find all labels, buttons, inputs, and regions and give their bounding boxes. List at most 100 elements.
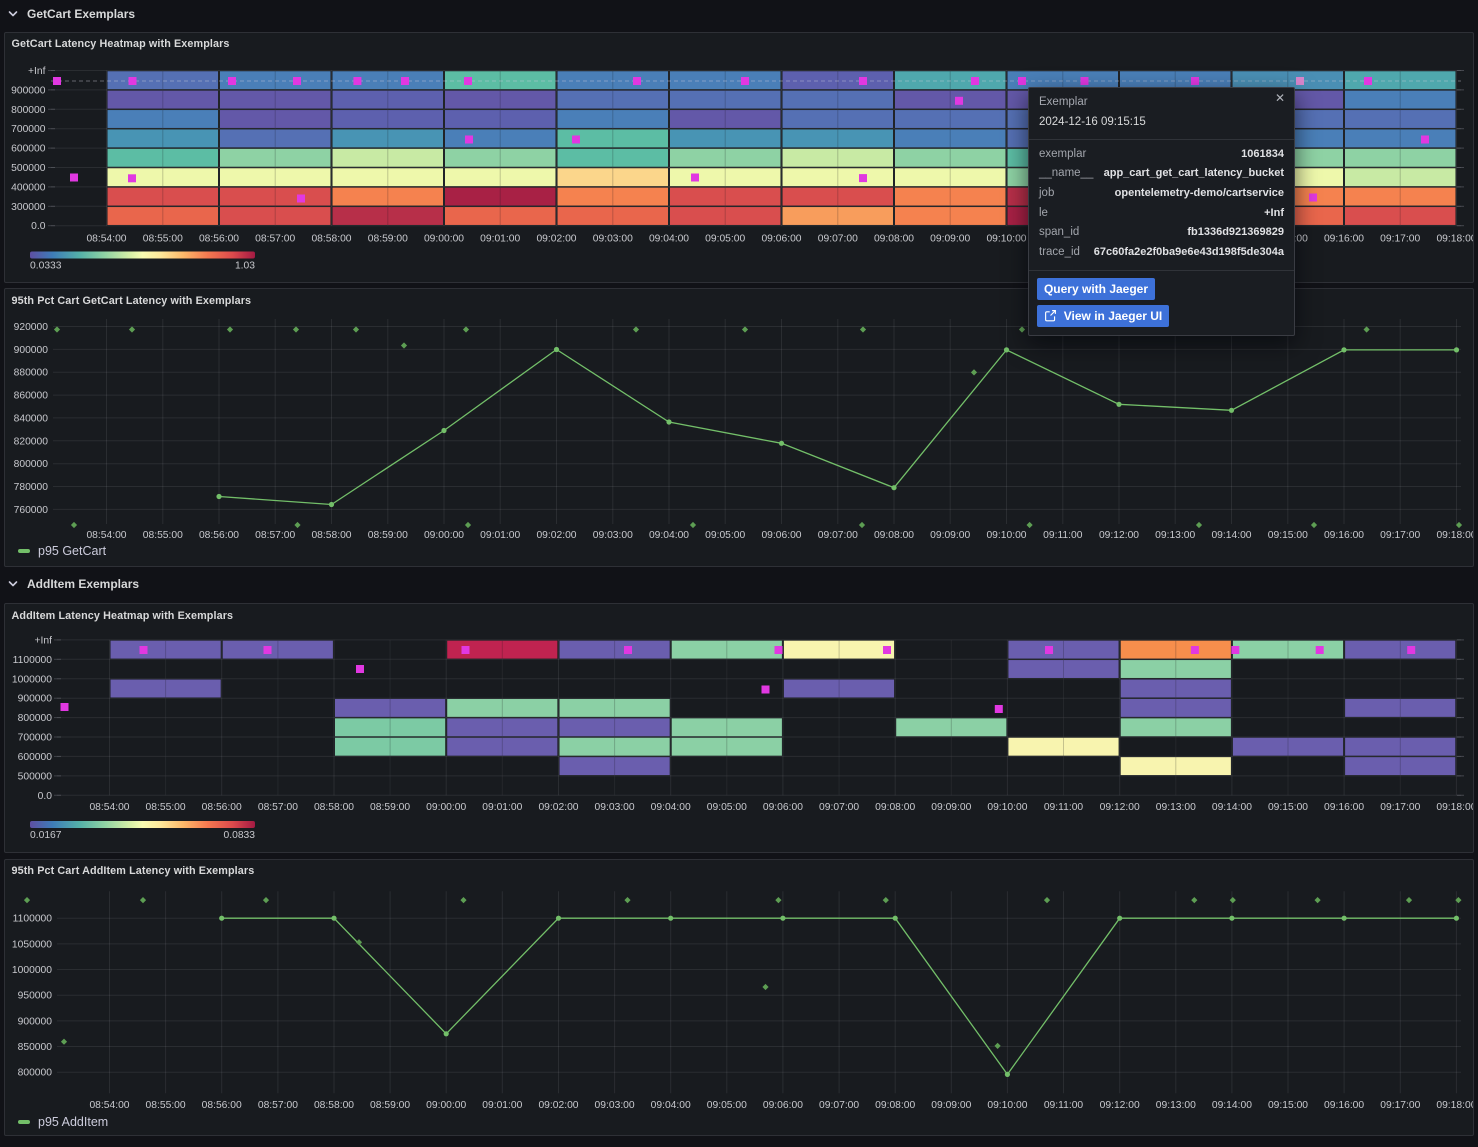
svg-text:09:17:00: 09:17:00 [1380,530,1420,541]
svg-text:1100000: 1100000 [13,655,53,666]
svg-text:09:16:00: 09:16:00 [1324,233,1364,244]
svg-text:09:16:00: 09:16:00 [1324,1100,1364,1111]
svg-text:09:05:00: 09:05:00 [705,530,745,541]
svg-text:09:01:00: 09:01:00 [480,233,520,244]
svg-text:08:55:00: 08:55:00 [143,530,183,541]
svg-text:09:02:00: 09:02:00 [538,1100,578,1111]
svg-text:+Inf: +Inf [28,66,46,77]
svg-text:09:07:00: 09:07:00 [818,530,858,541]
svg-text:09:03:00: 09:03:00 [595,1100,635,1111]
svg-text:08:55:00: 08:55:00 [143,233,183,244]
svg-text:09:10:00: 09:10:00 [986,233,1026,244]
svg-text:09:13:00: 09:13:00 [1155,530,1195,541]
svg-text:09:01:00: 09:01:00 [482,1100,522,1111]
svg-text:0.0: 0.0 [31,221,46,232]
svg-text:09:06:00: 09:06:00 [761,530,801,541]
svg-text:08:58:00: 08:58:00 [311,233,351,244]
svg-text:09:04:00: 09:04:00 [649,233,689,244]
svg-text:08:58:00: 08:58:00 [311,530,351,541]
svg-text:+Inf: +Inf [35,635,53,646]
svg-text:880000: 880000 [14,368,49,379]
svg-text:09:16:00: 09:16:00 [1324,802,1364,813]
svg-text:08:56:00: 08:56:00 [199,233,239,244]
svg-text:900000: 900000 [18,1016,53,1027]
svg-text:08:57:00: 08:57:00 [255,530,295,541]
svg-text:09:04:00: 09:04:00 [649,530,689,541]
svg-text:08:56:00: 08:56:00 [199,530,239,541]
svg-text:0.0: 0.0 [38,791,53,802]
svg-text:09:01:00: 09:01:00 [480,530,520,541]
svg-text:08:59:00: 08:59:00 [368,233,408,244]
svg-text:09:10:00: 09:10:00 [987,1100,1027,1111]
svg-text:08:59:00: 08:59:00 [370,1100,410,1111]
svg-text:09:13:00: 09:13:00 [1156,1100,1196,1111]
svg-text:08:54:00: 08:54:00 [86,530,126,541]
svg-text:700000: 700000 [11,124,46,135]
svg-text:09:09:00: 09:09:00 [930,233,970,244]
svg-text:09:03:00: 09:03:00 [593,233,633,244]
svg-text:09:17:00: 09:17:00 [1380,1100,1420,1111]
svg-text:600000: 600000 [18,752,53,763]
svg-text:09:01:00: 09:01:00 [482,802,522,813]
svg-text:08:59:00: 08:59:00 [370,802,410,813]
svg-text:09:06:00: 09:06:00 [763,802,803,813]
svg-text:400000: 400000 [11,182,46,193]
svg-text:09:12:00: 09:12:00 [1100,802,1140,813]
svg-text:08:56:00: 08:56:00 [202,802,242,813]
svg-text:08:54:00: 08:54:00 [89,1100,129,1111]
svg-text:09:02:00: 09:02:00 [538,802,578,813]
svg-text:08:58:00: 08:58:00 [314,802,354,813]
svg-text:500000: 500000 [18,771,53,782]
svg-text:08:54:00: 08:54:00 [86,233,126,244]
svg-text:1050000: 1050000 [12,939,52,950]
svg-text:900000: 900000 [18,694,53,705]
svg-text:860000: 860000 [14,391,49,402]
svg-text:920000: 920000 [14,322,49,333]
svg-text:09:07:00: 09:07:00 [818,233,858,244]
svg-text:09:14:00: 09:14:00 [1211,530,1251,541]
svg-text:09:05:00: 09:05:00 [705,233,745,244]
svg-text:800000: 800000 [18,713,53,724]
svg-text:0.0167: 0.0167 [30,830,62,841]
svg-text:08:59:00: 08:59:00 [368,530,408,541]
svg-text:820000: 820000 [14,436,49,447]
svg-text:09:11:00: 09:11:00 [1044,802,1084,813]
svg-text:0.0833: 0.0833 [224,830,256,841]
svg-text:09:09:00: 09:09:00 [930,530,970,541]
svg-text:09:18:00: 09:18:00 [1436,802,1474,813]
svg-text:09:07:00: 09:07:00 [819,802,859,813]
svg-text:0.0333: 0.0333 [30,260,62,271]
svg-text:09:08:00: 09:08:00 [875,1100,915,1111]
svg-text:09:00:00: 09:00:00 [426,1100,466,1111]
svg-text:09:08:00: 09:08:00 [874,233,914,244]
svg-text:09:17:00: 09:17:00 [1380,802,1420,813]
svg-text:09:08:00: 09:08:00 [875,802,915,813]
svg-text:09:18:00: 09:18:00 [1436,233,1474,244]
svg-text:09:00:00: 09:00:00 [426,802,466,813]
svg-text:09:13:00: 09:13:00 [1156,802,1196,813]
svg-text:09:08:00: 09:08:00 [874,530,914,541]
svg-text:900000: 900000 [11,85,46,96]
svg-text:09:04:00: 09:04:00 [651,802,691,813]
svg-text:09:06:00: 09:06:00 [761,233,801,244]
svg-text:700000: 700000 [18,733,53,744]
svg-text:09:04:00: 09:04:00 [651,1100,691,1111]
svg-text:09:00:00: 09:00:00 [424,530,464,541]
svg-text:08:57:00: 08:57:00 [258,1100,298,1111]
svg-text:1.03: 1.03 [235,260,255,271]
svg-text:09:14:00: 09:14:00 [1212,1100,1252,1111]
svg-text:09:05:00: 09:05:00 [707,1100,747,1111]
svg-text:08:58:00: 08:58:00 [314,1100,354,1111]
svg-text:800000: 800000 [11,104,46,115]
svg-text:1100000: 1100000 [13,913,53,924]
svg-text:09:07:00: 09:07:00 [819,1100,859,1111]
svg-text:09:09:00: 09:09:00 [931,802,971,813]
svg-text:760000: 760000 [14,505,49,516]
svg-text:09:00:00: 09:00:00 [424,233,464,244]
svg-text:09:11:00: 09:11:00 [1044,1100,1084,1111]
svg-text:09:15:00: 09:15:00 [1268,802,1308,813]
svg-text:09:10:00: 09:10:00 [987,802,1027,813]
svg-text:08:57:00: 08:57:00 [255,233,295,244]
svg-text:09:03:00: 09:03:00 [593,530,633,541]
svg-text:09:18:00: 09:18:00 [1436,1100,1474,1111]
